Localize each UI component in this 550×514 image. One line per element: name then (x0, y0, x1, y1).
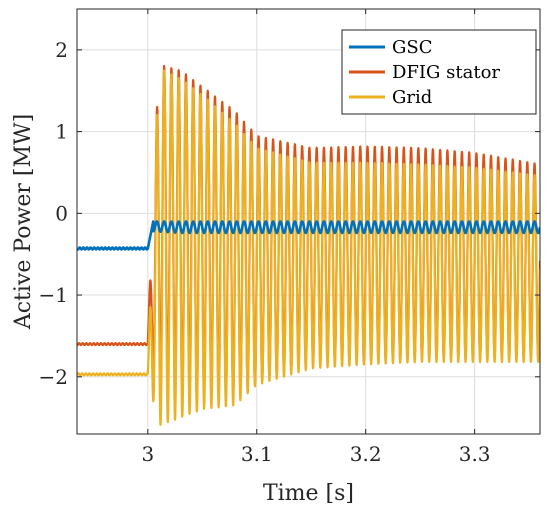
series-line-gsc (77, 220, 540, 251)
y-tick-label: 1 (55, 120, 68, 144)
ticks-group (77, 9, 540, 434)
x-tick-label: 3 (141, 442, 154, 466)
y-tick-label: 0 (55, 201, 68, 225)
tick-labels-group: 3 3.1 3.2 3.3 −2 −1 0 1 2 (39, 38, 491, 466)
series-group (77, 64, 540, 426)
x-tick-label: 3.3 (459, 442, 491, 466)
legend: GSC DFIG stator Grid (341, 29, 537, 115)
legend-label: Grid (392, 87, 432, 108)
axes-frame (76, 8, 541, 435)
y-tick-label: 2 (55, 38, 68, 62)
y-tick-label: −1 (39, 283, 68, 307)
legend-label: DFIG stator (392, 62, 500, 83)
x-tick-label: 3.2 (350, 442, 382, 466)
x-axis-label: Time [s] (263, 481, 354, 506)
legend-label: GSC (392, 37, 432, 58)
y-axis-label: Active Power [MW] (11, 114, 36, 330)
series-line-grid (77, 69, 540, 426)
y-tick-label: −2 (39, 365, 68, 389)
x-tick-label: 3.1 (241, 442, 273, 466)
